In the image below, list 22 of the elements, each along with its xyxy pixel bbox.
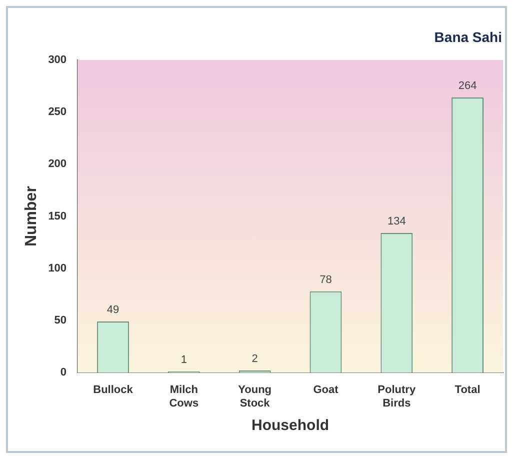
y-tick-label: 150	[48, 210, 67, 222]
chart-title: Bana Sahi	[434, 29, 502, 45]
data-label: 1	[180, 354, 187, 366]
data-label: 49	[106, 304, 120, 316]
x-tick-label: Milch Cows	[169, 384, 199, 410]
x-tick-label: Goat	[313, 384, 339, 396]
y-tick-label: 100	[48, 262, 67, 274]
y-tick-label: 0	[60, 366, 67, 379]
y-axis-title: Number	[23, 186, 40, 247]
y-tick-label: 200	[48, 158, 67, 170]
y-tick-label: 300	[48, 54, 67, 66]
x-axis-title: Household	[252, 417, 330, 434]
data-label: 78	[320, 274, 332, 286]
data-label: 134	[387, 216, 406, 228]
data-label: 2	[252, 353, 258, 366]
y-tick-label: 50	[54, 314, 67, 327]
y-tick-label: 250	[48, 106, 67, 118]
x-tick-label: Young Stock	[238, 384, 272, 410]
data-label: 264	[458, 80, 477, 92]
x-tick-label: Total	[454, 384, 480, 396]
x-tick-label: Bullock	[93, 384, 134, 396]
x-tick-label: Polutry Birds	[378, 384, 416, 410]
